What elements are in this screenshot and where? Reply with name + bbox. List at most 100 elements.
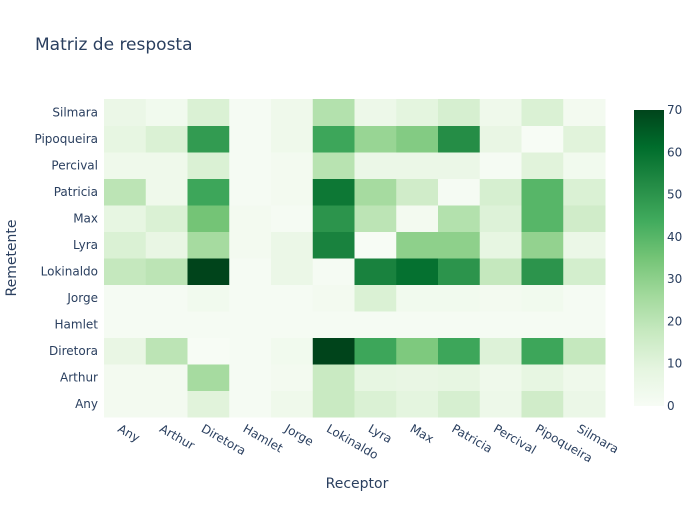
heatmap-cell xyxy=(271,125,314,153)
heatmap-cell xyxy=(104,125,147,153)
heatmap-cell xyxy=(521,258,564,285)
heatmap-cell xyxy=(312,205,355,232)
heatmap-cell xyxy=(229,258,272,285)
heatmap-cell xyxy=(521,390,564,418)
heatmap-cell xyxy=(438,284,481,312)
heatmap-cell xyxy=(563,125,606,153)
heatmap-cell xyxy=(104,284,147,312)
heatmap-cell xyxy=(479,337,522,365)
heatmap-cell xyxy=(563,337,606,365)
heatmap-cell xyxy=(312,284,355,312)
heatmap-cell xyxy=(104,99,147,126)
heatmap-cell xyxy=(521,337,564,365)
heatmap-cell xyxy=(354,337,397,365)
x-tick-label: Lyra xyxy=(366,421,395,446)
heatmap-cell xyxy=(354,231,397,259)
chart-title: Matriz de resposta xyxy=(35,35,193,55)
heatmap-cell xyxy=(396,390,439,418)
heatmap-cell xyxy=(104,258,147,285)
heatmap-cell xyxy=(438,231,481,259)
heatmap-cell xyxy=(438,99,481,126)
colorbar-tick-label: 20 xyxy=(667,314,682,328)
colorbar-tick-labels: 0 10 20 30 40 50 60 70 xyxy=(667,103,682,413)
heatmap-cell xyxy=(271,364,314,391)
heatmap-cell xyxy=(187,205,230,232)
heatmap-cell xyxy=(479,99,522,126)
colorbar-tick-label: 40 xyxy=(667,230,682,244)
heatmap-cell xyxy=(396,231,439,259)
heatmap-cell xyxy=(104,337,147,365)
heatmap-cell xyxy=(396,311,439,338)
heatmap-cell xyxy=(354,125,397,153)
colorbar-tick-label: 60 xyxy=(667,145,682,159)
heatmap-cell xyxy=(438,311,481,338)
heatmap-cell xyxy=(104,364,147,391)
x-axis-title: Receptor xyxy=(326,476,389,492)
heatmap-cell xyxy=(479,364,522,391)
heatmap-cell xyxy=(229,178,272,206)
colorbar-tick-label: 0 xyxy=(667,399,675,413)
heatmap-cell xyxy=(187,152,230,179)
heatmap-cell xyxy=(521,364,564,391)
heatmap-cell xyxy=(271,337,314,365)
heatmap-cell xyxy=(563,99,606,126)
heatmap-cell xyxy=(187,364,230,391)
x-tick-label: Diretora xyxy=(199,421,248,458)
heatmap-cell xyxy=(479,178,522,206)
heatmap-cell xyxy=(104,390,147,418)
heatmap-cell xyxy=(563,284,606,312)
heatmap-cell xyxy=(271,390,314,418)
heatmap-cell xyxy=(229,337,272,365)
y-tick-label: Lyra xyxy=(73,238,98,252)
heatmap-cell xyxy=(312,337,355,365)
heatmap-cell xyxy=(271,205,314,232)
x-tick-label: Hamlet xyxy=(241,421,286,455)
heatmap-cell xyxy=(145,205,188,232)
colorbar-tick-label: 70 xyxy=(667,103,682,117)
heatmap-cell xyxy=(145,337,188,365)
heatmap-cell xyxy=(271,178,314,206)
heatmap-cell xyxy=(104,231,147,259)
heatmap-cell xyxy=(479,125,522,153)
heatmap-cell xyxy=(145,178,188,206)
heatmap-cell xyxy=(396,258,439,285)
heatmap-cell xyxy=(145,284,188,312)
heatmap-cell xyxy=(229,152,272,179)
heatmap-cell xyxy=(479,231,522,259)
heatmap-cell xyxy=(521,152,564,179)
heatmap-cell xyxy=(271,284,314,312)
heatmap-cell xyxy=(438,152,481,179)
heatmap-cell xyxy=(563,258,606,285)
heatmap-cells xyxy=(104,99,606,418)
heatmap-cell xyxy=(271,152,314,179)
y-tick-label: Jorge xyxy=(66,291,98,305)
heatmap-cell xyxy=(438,178,481,206)
heatmap-cell xyxy=(479,152,522,179)
heatmap-cell xyxy=(354,152,397,179)
y-tick-label: Silmara xyxy=(52,105,98,119)
heatmap-cell xyxy=(396,99,439,126)
heatmap-cell xyxy=(271,258,314,285)
heatmap-cell xyxy=(521,231,564,259)
heatmap-cell xyxy=(396,205,439,232)
colorbar xyxy=(634,110,664,406)
heatmap-cell xyxy=(521,311,564,338)
heatmap-cell xyxy=(479,284,522,312)
heatmap-cell xyxy=(229,125,272,153)
heatmap-cell xyxy=(104,152,147,179)
colorbar-tick-label: 10 xyxy=(667,357,682,371)
heatmap-cell xyxy=(229,364,272,391)
heatmap-cell xyxy=(396,364,439,391)
heatmap-cell xyxy=(145,231,188,259)
heatmap-cell xyxy=(187,284,230,312)
colorbar-tick-label: 50 xyxy=(667,188,682,202)
heatmap-cell xyxy=(396,337,439,365)
heatmap-cell xyxy=(145,125,188,153)
x-tick-label: Arthur xyxy=(157,421,197,452)
y-tick-label: Hamlet xyxy=(55,317,99,331)
y-tick-label: Percival xyxy=(51,158,98,172)
x-tick-label: Jorge xyxy=(282,421,316,449)
